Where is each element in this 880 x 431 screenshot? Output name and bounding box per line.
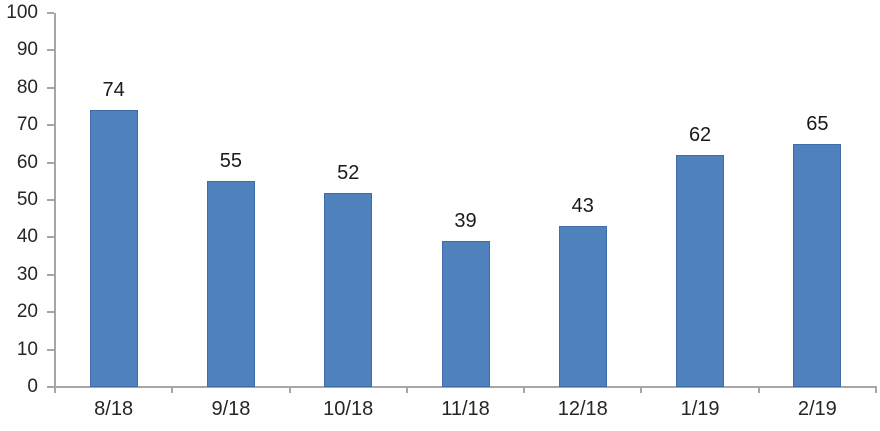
x-axis-tick — [54, 388, 56, 393]
x-axis-tick — [875, 388, 877, 393]
x-axis-tick — [640, 388, 643, 393]
y-axis-tick-label: 0 — [27, 376, 38, 397]
bar-value-label: 74 — [102, 79, 125, 102]
y-axis-tick-label: 10 — [16, 338, 38, 360]
y-axis-tick-label: 90 — [16, 39, 38, 61]
x-axis-tick — [523, 388, 526, 393]
y-axis-tick — [47, 161, 54, 164]
y-axis-tick — [47, 236, 54, 239]
x-axis-category-label: 2/19 — [797, 398, 837, 420]
bar — [206, 181, 255, 387]
y-axis-tick-label: 70 — [16, 114, 38, 136]
bar — [441, 241, 490, 387]
x-axis-tick — [405, 388, 408, 393]
bar-value-label: 55 — [219, 150, 243, 173]
y-axis-tick-label: 100 — [6, 2, 38, 23]
x-axis-category-label: 8/18 — [94, 398, 134, 420]
y-axis-tick — [47, 49, 54, 52]
y-axis-line — [54, 13, 56, 389]
bar-value-label: 39 — [454, 210, 477, 233]
x-axis-category-label: 10/18 — [323, 398, 374, 420]
bar-value-label: 65 — [806, 112, 829, 135]
x-axis-tick — [288, 388, 291, 393]
x-axis-category-label: 12/18 — [557, 398, 608, 420]
bar-value-label: 52 — [337, 161, 360, 184]
y-axis-tick-label: 20 — [16, 301, 38, 323]
y-axis-tick-label: 40 — [16, 226, 38, 248]
y-axis-tick — [47, 273, 54, 276]
y-axis-tick — [47, 348, 54, 351]
bar — [324, 192, 373, 387]
y-axis-tick-label: 60 — [16, 151, 38, 173]
y-axis-tick-label: 80 — [16, 76, 38, 98]
y-axis-tick-label: 50 — [16, 189, 38, 210]
bar — [558, 226, 607, 387]
bar — [793, 143, 842, 387]
x-axis-tick — [171, 388, 174, 393]
bar — [89, 110, 138, 387]
y-axis-tick — [47, 199, 54, 201]
y-axis-tick-label: 30 — [16, 263, 38, 285]
y-axis-tick — [47, 311, 54, 314]
y-axis-tick — [47, 386, 54, 388]
x-axis-line — [54, 386, 877, 388]
bar-value-label: 62 — [688, 124, 712, 147]
x-axis-category-label: 1/19 — [680, 398, 720, 420]
y-axis-tick — [47, 12, 54, 14]
y-axis-tick — [47, 124, 54, 127]
y-axis-tick — [47, 86, 54, 89]
bar — [676, 155, 725, 387]
bar-value-label: 43 — [571, 195, 594, 218]
x-axis-tick — [757, 388, 760, 393]
x-axis-category-label: 9/18 — [211, 398, 251, 420]
x-axis-category-label: 11/18 — [441, 398, 490, 420]
